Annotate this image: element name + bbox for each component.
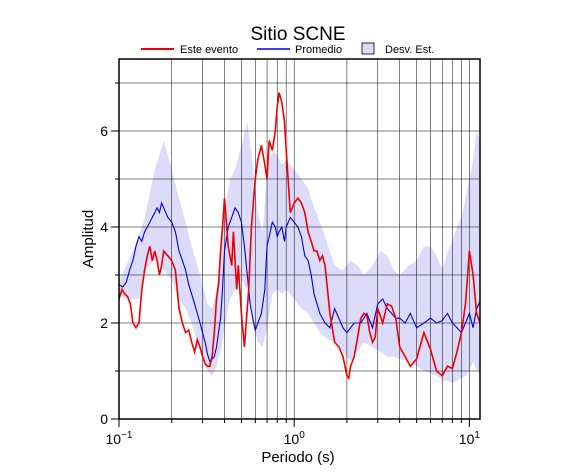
x-tick-label-exponent: 0 (299, 430, 305, 441)
x-tick-label-exponent: −1 (121, 430, 133, 441)
x-axis-ticks: 10−1 100 101 (106, 419, 481, 447)
x-tick-label-exponent: 1 (474, 430, 480, 441)
y-tick-label: 6 (100, 123, 108, 139)
legend-std-label: Desv. Est. (385, 44, 434, 56)
plot-area (118, 58, 481, 420)
grid-lines (119, 59, 480, 419)
y-tick-label: 4 (100, 219, 108, 235)
x-axis-label: Periodo (s) (261, 449, 334, 466)
y-axis-ticks: 0 2 4 6 (100, 82, 119, 427)
series-event-line (118, 92, 481, 381)
chart-title: Sitio SCNE (250, 24, 345, 45)
legend-mean-label: Promedio (295, 44, 342, 56)
plot-frame (118, 58, 481, 420)
x-tick-label: 10−1 (106, 430, 133, 447)
std-band (119, 121, 480, 384)
y-tick-label: 0 (100, 411, 108, 427)
y-tick-label: 2 (100, 315, 108, 331)
x-tick-label: 100 (284, 430, 306, 447)
x-tick-label: 101 (459, 430, 481, 447)
x-tick-label-base: 10 (284, 431, 300, 447)
x-tick-label-base: 10 (459, 431, 475, 447)
legend: Este evento Promedio Desv. Est. (141, 42, 434, 56)
legend-std-swatch (361, 42, 375, 55)
x-tick-label-base: 10 (106, 431, 122, 447)
y-axis-label: Amplitud (80, 210, 97, 268)
legend-event-label: Este evento (180, 44, 238, 56)
